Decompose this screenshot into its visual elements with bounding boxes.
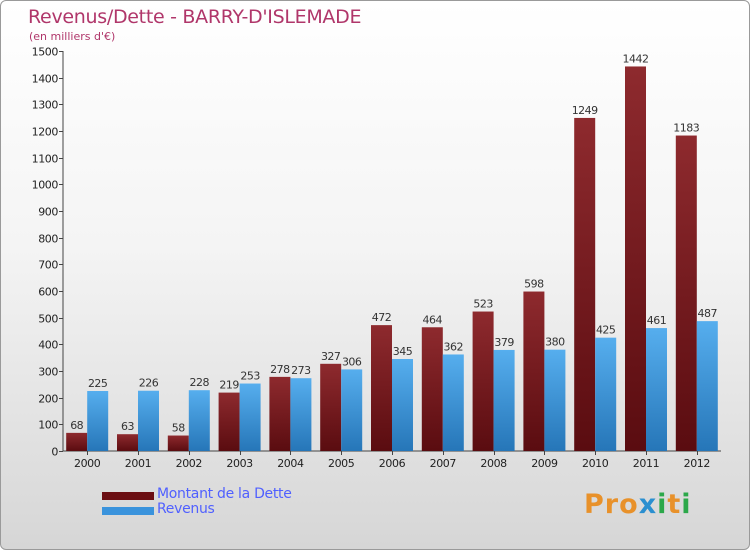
x-tick-label-2007: 2007 bbox=[430, 457, 457, 470]
y-tick-label-400: 400 bbox=[38, 339, 58, 352]
data-label-revenue-2005: 306 bbox=[342, 355, 362, 368]
bar-debt-2008 bbox=[472, 311, 494, 451]
bar-revenue-2011 bbox=[646, 328, 667, 451]
logo-letter: x bbox=[638, 489, 658, 520]
bar-revenue-2001 bbox=[138, 390, 159, 451]
data-label-debt-2006: 472 bbox=[372, 311, 392, 324]
data-label-revenue-2000: 225 bbox=[88, 377, 108, 390]
y-tick-label-100: 100 bbox=[38, 419, 58, 432]
y-tick-label-1400: 1400 bbox=[32, 73, 59, 86]
logo-letter: t bbox=[667, 489, 682, 520]
bar-debt-2006 bbox=[371, 325, 392, 451]
bar-debt-2004 bbox=[269, 376, 291, 451]
data-label-debt-2003: 219 bbox=[219, 379, 239, 392]
bar-revenue-2012 bbox=[696, 321, 718, 451]
bar-debt-2007 bbox=[421, 327, 443, 451]
data-label-revenue-2008: 379 bbox=[494, 336, 514, 349]
bar-debt-2001 bbox=[117, 434, 138, 451]
legend-swatch-debt bbox=[102, 492, 154, 500]
x-tick-label-2009: 2009 bbox=[531, 457, 558, 470]
data-label-revenue-2010: 425 bbox=[596, 324, 616, 337]
bar-revenue-2010 bbox=[595, 337, 617, 451]
x-tick-label-2001: 2001 bbox=[125, 457, 151, 470]
x-tick-label-2005: 2005 bbox=[328, 457, 355, 470]
chart-title: Revenus/Dette - BARRY-D'ISLEMADE bbox=[28, 6, 362, 28]
data-label-debt-2002: 58 bbox=[172, 422, 185, 435]
y-tick-label-900: 900 bbox=[38, 206, 58, 219]
y-tick-label-1000: 1000 bbox=[32, 179, 59, 192]
data-label-revenue-2009: 380 bbox=[545, 336, 565, 349]
bar-revenue-2004 bbox=[290, 378, 312, 451]
data-label-revenue-2004: 273 bbox=[291, 364, 311, 377]
data-label-revenue-2007: 362 bbox=[444, 340, 464, 353]
bar-debt-2010 bbox=[574, 117, 596, 451]
data-label-revenue-2001: 226 bbox=[139, 377, 159, 390]
logo-letter: P bbox=[584, 489, 605, 520]
y-tick-label-1500: 1500 bbox=[32, 46, 59, 59]
data-label-revenue-2012: 487 bbox=[698, 307, 718, 320]
bars bbox=[66, 66, 718, 452]
y-tick-label-1300: 1300 bbox=[32, 99, 59, 112]
bar-debt-2009 bbox=[523, 291, 545, 451]
legend-label-revenue: Revenus bbox=[157, 501, 215, 517]
data-label-debt-2008: 523 bbox=[473, 298, 493, 311]
bar-revenue-2005 bbox=[341, 369, 363, 451]
y-tick-label-1100: 1100 bbox=[32, 153, 59, 166]
y-tick-label-800: 800 bbox=[38, 233, 58, 246]
data-label-debt-2004: 278 bbox=[270, 363, 290, 376]
data-label-debt-2010: 1249 bbox=[572, 104, 598, 117]
logo-letter: i bbox=[657, 489, 668, 520]
x-tick-label-2010: 2010 bbox=[582, 457, 609, 470]
x-tick-label-2004: 2004 bbox=[277, 457, 304, 470]
y-tick-label-500: 500 bbox=[38, 313, 58, 326]
data-label-debt-2001: 63 bbox=[121, 420, 134, 433]
data-label-debt-2005: 327 bbox=[321, 350, 341, 363]
bar-debt-2005 bbox=[320, 363, 342, 451]
data-label-debt-2012: 1183 bbox=[673, 122, 699, 135]
proxiti-logo: Proxiti bbox=[584, 489, 692, 520]
x-tick-label-2011: 2011 bbox=[633, 457, 659, 470]
y-tick-label-600: 600 bbox=[38, 286, 58, 299]
data-label-debt-2007: 464 bbox=[423, 313, 443, 326]
bar-revenue-2006 bbox=[392, 359, 413, 451]
logo-letter: i bbox=[681, 489, 692, 520]
bar-debt-2000 bbox=[66, 432, 88, 451]
data-label-revenue-2003: 253 bbox=[240, 370, 260, 383]
data-label-revenue-2006: 345 bbox=[393, 345, 413, 358]
bar-debt-2003 bbox=[218, 392, 240, 451]
bar-debt-2012 bbox=[675, 135, 697, 452]
x-tick-label-2000: 2000 bbox=[74, 457, 101, 470]
data-label-revenue-2011: 461 bbox=[647, 314, 667, 327]
bar-debt-2002 bbox=[167, 435, 189, 451]
x-tick-label-2006: 2006 bbox=[379, 457, 406, 470]
bar-revenue-2008 bbox=[493, 349, 515, 451]
logo-letter: r bbox=[604, 489, 620, 520]
bar-revenue-2007 bbox=[442, 354, 464, 451]
data-label-debt-2009: 598 bbox=[524, 278, 544, 291]
data-label-debt-2000: 68 bbox=[70, 419, 83, 432]
y-tick-label-200: 200 bbox=[38, 393, 58, 406]
x-tick-label-2012: 2012 bbox=[684, 457, 710, 470]
bar-revenue-2003 bbox=[239, 383, 261, 451]
y-tick-label-700: 700 bbox=[38, 259, 58, 272]
data-label-debt-2011: 1442 bbox=[623, 52, 649, 65]
x-tick-label-2008: 2008 bbox=[480, 457, 507, 470]
y-tick-label-0: 0 bbox=[51, 446, 58, 459]
legend-label-debt: Montant de la Dette bbox=[157, 486, 292, 502]
bar-revenue-2002 bbox=[188, 390, 210, 451]
y-tick-label-300: 300 bbox=[38, 366, 58, 379]
chart-subtitle: (en milliers d'€) bbox=[29, 30, 116, 43]
bar-debt-2011 bbox=[625, 66, 646, 451]
legend-swatch-revenue bbox=[102, 507, 154, 515]
y-tick-label-1200: 1200 bbox=[32, 126, 59, 139]
x-tick-label-2002: 2002 bbox=[176, 457, 202, 470]
bar-revenue-2009 bbox=[544, 349, 566, 451]
bar-revenue-2000 bbox=[87, 391, 109, 451]
x-tick-label-2003: 2003 bbox=[226, 457, 253, 470]
logo-letter: o bbox=[619, 489, 639, 520]
data-label-revenue-2002: 228 bbox=[190, 376, 210, 389]
